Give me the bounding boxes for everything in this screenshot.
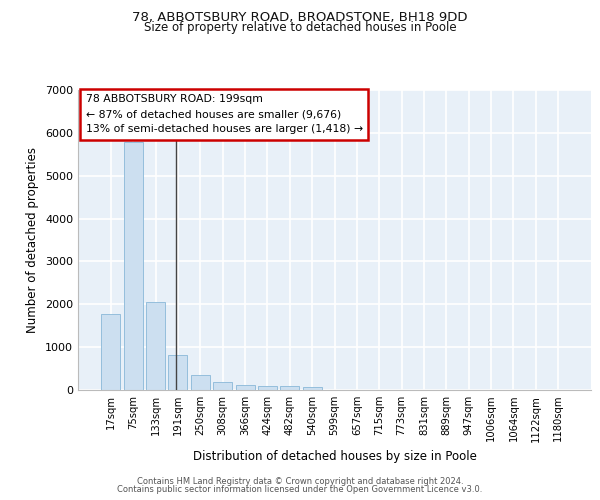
Bar [236, 385, 254, 390]
Bar [146, 302, 165, 390]
Text: 78, ABBOTSBURY ROAD, BROADSTONE, BH18 9DD: 78, ABBOTSBURY ROAD, BROADSTONE, BH18 9D… [132, 11, 468, 24]
Bar [280, 386, 299, 390]
Bar [258, 386, 277, 390]
Y-axis label: Number of detached properties: Number of detached properties [26, 147, 40, 333]
Bar [124, 142, 143, 390]
Bar [191, 376, 210, 390]
Text: Contains HM Land Registry data © Crown copyright and database right 2024.: Contains HM Land Registry data © Crown c… [137, 477, 463, 486]
Bar [101, 314, 121, 390]
Text: Size of property relative to detached houses in Poole: Size of property relative to detached ho… [143, 21, 457, 34]
Text: Contains public sector information licensed under the Open Government Licence v3: Contains public sector information licen… [118, 485, 482, 494]
Bar [213, 382, 232, 390]
Bar [169, 355, 187, 390]
Bar [302, 387, 322, 390]
Text: 78 ABBOTSBURY ROAD: 199sqm
← 87% of detached houses are smaller (9,676)
13% of s: 78 ABBOTSBURY ROAD: 199sqm ← 87% of deta… [86, 94, 363, 134]
X-axis label: Distribution of detached houses by size in Poole: Distribution of detached houses by size … [193, 450, 476, 463]
